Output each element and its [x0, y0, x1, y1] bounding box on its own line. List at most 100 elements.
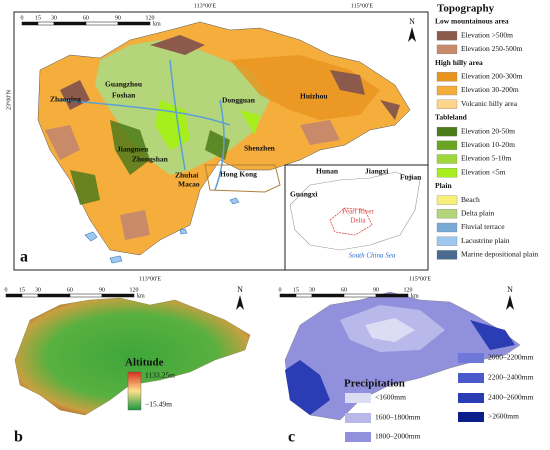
topography-map — [37, 21, 411, 264]
legend-min: −15.49m — [145, 400, 172, 409]
inset-outline — [289, 171, 421, 251]
scale-label: 15 — [19, 287, 25, 293]
scale-label: 90 — [373, 287, 379, 293]
legend-group: High hilly area — [435, 58, 483, 67]
scale-segment — [101, 293, 135, 298]
legend-label: Elevation 250-500m — [461, 44, 523, 53]
legend-swatch — [458, 353, 484, 363]
legend-max: 1133.25m — [145, 371, 175, 380]
legend-swatch — [436, 250, 458, 260]
scale-label: 90 — [115, 15, 121, 21]
legend-label: Elevation 30-200m — [461, 85, 519, 94]
legend-swatch — [436, 168, 458, 178]
scale-segment — [85, 21, 119, 26]
city-label: Huizhou — [300, 92, 328, 101]
legend-swatch — [436, 31, 458, 41]
province-label: Jiangxi — [365, 167, 388, 176]
legend-label: Elevation 20-50m — [461, 126, 515, 135]
north-label: N — [237, 285, 243, 294]
coord-label: 113°00′E — [139, 275, 161, 282]
coord-label: 113°00′E — [194, 2, 216, 9]
scale-label: 0 — [279, 287, 282, 293]
legend-swatch — [436, 209, 458, 219]
scale-label: 60 — [67, 287, 73, 293]
region-label: Pearl River — [342, 208, 374, 216]
scale-label: 60 — [83, 15, 89, 21]
legend-swatch — [436, 99, 458, 109]
panel-label: a — [20, 249, 28, 266]
north-label: N — [409, 17, 415, 26]
legend-swatch — [458, 393, 484, 403]
scale-label: 0 — [5, 287, 8, 293]
legend-swatch — [345, 413, 371, 423]
scale-segment — [279, 293, 297, 298]
scale-label: 90 — [99, 287, 105, 293]
scale-segment — [21, 21, 39, 26]
north-label: N — [507, 285, 513, 294]
city-label: Shenzhen — [244, 144, 276, 153]
coord-label: 115°00′E — [351, 2, 373, 9]
legend-swatch — [436, 236, 458, 246]
legend-label: Elevation 200-300m — [461, 72, 523, 81]
legend-swatch — [436, 72, 458, 82]
scale-label: 15 — [35, 15, 41, 21]
legend-label: Elevation <5m — [461, 167, 506, 176]
legend-title: Altitude — [125, 357, 164, 369]
scale-unit: km — [411, 293, 419, 299]
region-label: Delta — [350, 217, 366, 225]
legend-title: Topography — [437, 3, 495, 15]
legend-label: Elevation 5-10m — [461, 154, 511, 163]
scale-label: 0 — [21, 15, 24, 21]
scale-unit: km — [153, 21, 161, 27]
scale-label: 30 — [35, 287, 41, 293]
province-label: Guangxi — [290, 190, 318, 199]
scale-segment — [117, 21, 151, 26]
scale-label: 30 — [51, 15, 57, 21]
city-label: Foshan — [112, 91, 136, 100]
altitude-colorbar — [127, 371, 142, 411]
city-label: Guangzhou — [105, 80, 142, 89]
scale-label: 120 — [146, 15, 155, 21]
city-label: Zhuhai — [175, 171, 198, 180]
legend-label: Elevation 10-20m — [461, 140, 515, 149]
legend-swatch — [436, 195, 458, 205]
city-label: Zhaoqing — [50, 95, 81, 104]
legend-title: Precipitation — [344, 378, 405, 390]
precipitation-zone — [365, 318, 415, 342]
scale-segment — [375, 293, 409, 298]
legend-label: 1800–2000mm — [375, 432, 421, 441]
legend-swatch — [458, 412, 484, 422]
legend-label: 2200–2400mm — [488, 373, 534, 382]
scale-segment — [53, 21, 87, 26]
legend-label: >2600mm — [488, 412, 519, 421]
legend-swatch — [436, 222, 458, 233]
legend-label: 2400–2600mm — [488, 393, 534, 402]
city-label: Jiangmen — [117, 145, 149, 154]
coord-label: 115°00′E — [409, 275, 431, 282]
scale-segment — [311, 293, 345, 298]
legend-label: Marine depositional plain — [461, 250, 538, 259]
scale-segment — [69, 293, 103, 298]
legend-label: 2000–2200mm — [488, 353, 534, 362]
panel-label: c — [288, 429, 295, 446]
scale-segment — [343, 293, 377, 298]
province-label: Fujian — [400, 173, 422, 182]
north-arrow — [236, 295, 244, 310]
scale-segment — [37, 21, 55, 26]
scale-segment — [5, 293, 23, 298]
legend-label: Beach — [461, 195, 480, 204]
city-label: Dongguan — [222, 96, 256, 105]
legend-group: Tableland — [435, 113, 468, 122]
panel-label: b — [14, 429, 23, 446]
legend-group: Plain — [435, 181, 452, 190]
scale-label: 60 — [341, 287, 347, 293]
scale-label: 30 — [309, 287, 315, 293]
province-label: Hunan — [316, 167, 339, 176]
coord-label: 23°00′N — [5, 89, 12, 110]
legend-swatch — [436, 140, 458, 150]
legend-label: Fluvial terrace — [461, 222, 505, 231]
legend-label: <1600mm — [375, 393, 406, 402]
legend-label: 1600–1800mm — [375, 413, 421, 422]
altitude-map — [14, 297, 251, 416]
